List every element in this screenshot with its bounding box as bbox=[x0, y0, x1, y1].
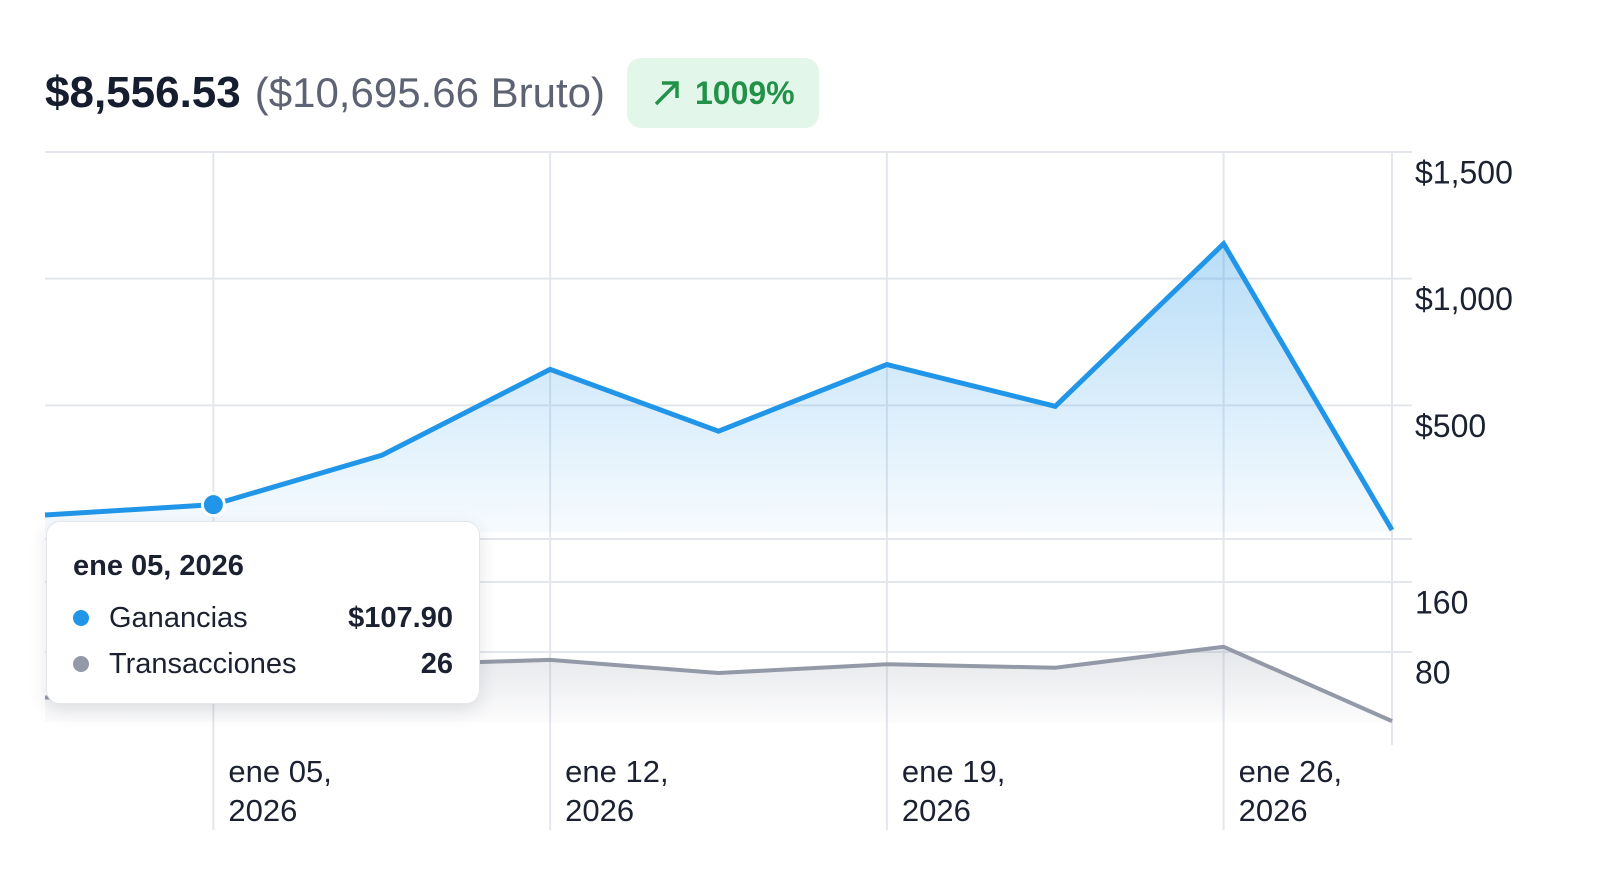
x-tick-label: ene 26, 2026 bbox=[1238, 754, 1343, 828]
area bbox=[45, 243, 1392, 532]
tooltip: ene 05, 2026 Ganancias $107.90 Transaccio… bbox=[46, 521, 480, 704]
y-tick-label: 160 bbox=[1415, 584, 1468, 620]
gross-total: ($10,695.66 Bruto) bbox=[254, 69, 605, 116]
header: $8,556.53 ($10,695.66 Bruto) 1009% bbox=[45, 58, 819, 128]
tooltip-row: Ganancias $107.90 bbox=[73, 595, 453, 641]
y-tick-label: $1,500 bbox=[1415, 154, 1513, 190]
x-tick-label: ene 19, 2026 bbox=[901, 754, 1006, 828]
tooltip-row: Transacciones 26 bbox=[73, 641, 453, 687]
x-tick-label: ene 05, 2026 bbox=[228, 754, 332, 828]
series-name: Ganancias bbox=[109, 601, 248, 634]
hover-point bbox=[200, 492, 226, 518]
tooltip-value: $107.90 bbox=[348, 601, 453, 634]
change-badge: 1009% bbox=[626, 58, 819, 128]
y-tick-label: $1,000 bbox=[1415, 281, 1513, 317]
y-tick-label: 80 bbox=[1415, 654, 1451, 690]
legend-dot bbox=[73, 610, 89, 626]
arrow-icon bbox=[654, 81, 679, 106]
net-total: $8,556.53 bbox=[45, 68, 241, 117]
x-tick-label: ene 12, 2026 bbox=[565, 754, 669, 828]
legend-dot bbox=[73, 656, 89, 672]
series-name: Transacciones bbox=[109, 647, 297, 680]
tooltip-title: ene 05, 2026 bbox=[73, 550, 244, 582]
tooltip-value: 26 bbox=[420, 647, 453, 680]
change-value: 1009% bbox=[694, 74, 795, 111]
line bbox=[44, 239, 1395, 532]
y-tick-label: $500 bbox=[1415, 408, 1486, 444]
